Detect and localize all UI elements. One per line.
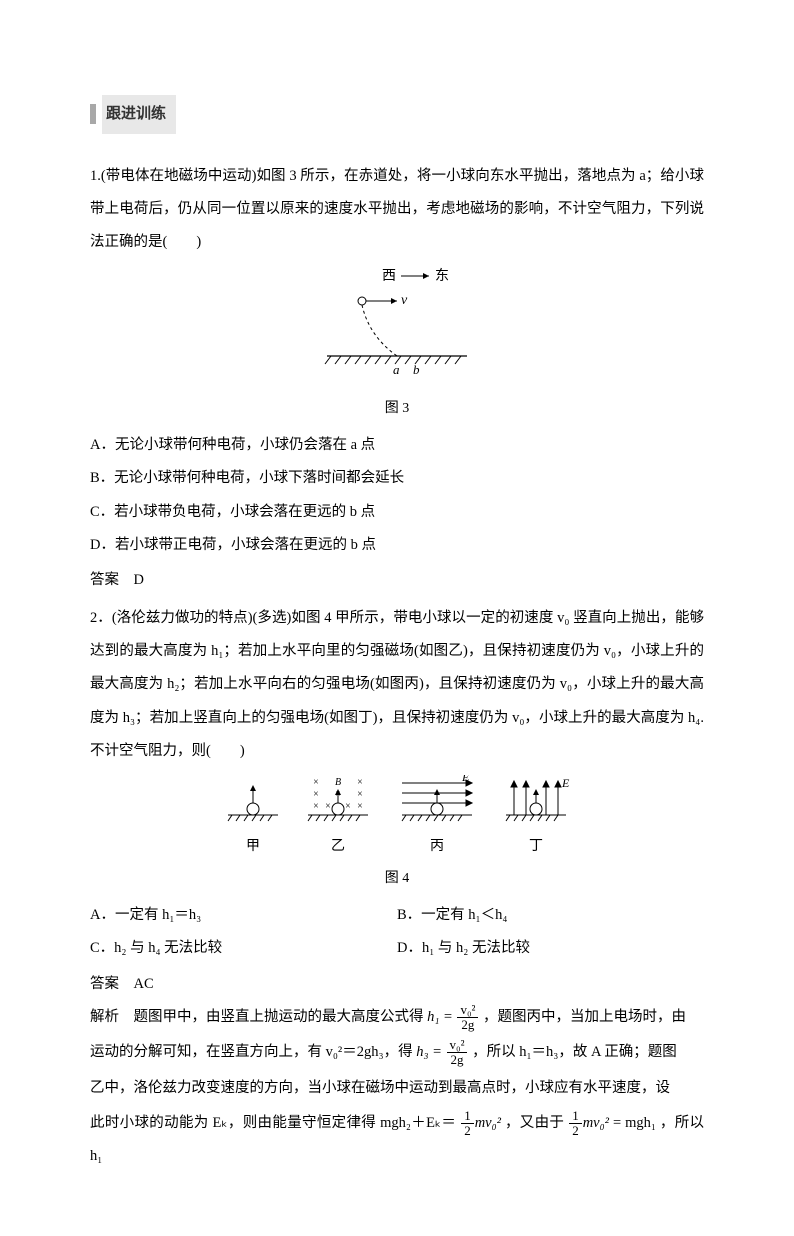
fig4-yi-label: 乙 [302,831,374,863]
figure-4: 甲 ×B× ××× ×××× 乙 [90,775,704,863]
svg-text:×: × [313,801,319,812]
q1-option-a: A．无论小球带何种电荷，小球仍会落在 a 点 [90,429,704,462]
q2-option-b: B．一定有 h₁＜h₄ [397,899,704,932]
west-label: 西 [382,269,396,284]
q1-option-c: C．若小球带负电荷，小球会落在更远的 b 点 [90,496,704,529]
figure-3-svg: 西 东 v a b [307,266,487,376]
q2-option-d: D．h₁ 与 h₂ 无法比较 [397,932,704,965]
fig4-ding-label: 丁 [500,831,572,863]
fig4-ding-svg: E [500,775,572,829]
v-label: v [401,293,408,308]
a-label: a [393,362,400,376]
section-header: 跟进训练 [90,95,704,134]
q2-explanation-line4: 此时小球的动能为 Eₖ，则由能量守恒定律得 mgh₂＋Eₖ＝ 1 2 mv₀² … [90,1107,704,1174]
figure-4-label: 图 4 [90,863,704,895]
q1-stem: 1.(带电体在地磁场中运动)如图 3 所示，在赤道处，将一小球向东水平抛出，落地… [90,160,704,260]
q2-answer: 答案 AC [90,968,704,1001]
frac-v02-2g-1: v₀² 2g [457,1003,478,1033]
svg-text:B: B [335,777,341,788]
frac-v02-2g-2: v₀² 2g [447,1038,468,1068]
svg-text:×: × [313,789,319,800]
fig4-jia-label: 甲 [222,831,284,863]
fig4-ding-E: E [561,776,570,790]
expl-p1b: ，题图丙中，当加上电场时，由 [483,1009,686,1025]
q2-option-c: C．h₂ 与 h₄ 无法比较 [90,932,397,965]
b-label: b [413,362,420,376]
svg-text:×: × [313,777,319,788]
frac-half-1: 1 2 [461,1109,474,1139]
fig4-bing-E: E [461,775,470,784]
expl-p2a: 运动的分解可知，在竖直方向上，有 v₀²＝2gh₃，得 [90,1044,413,1060]
expl-p2b: ，所以 h₁＝h₃，故 A 正确；题图 [472,1044,677,1060]
q2-options: A．一定有 h₁＝h₃ B．一定有 h₁＜h₄ C．h₂ 与 h₄ 无法比较 D… [90,899,704,966]
figure-3: 西 东 v a b [90,266,704,389]
h1-eq: h₁ = [427,1009,453,1025]
q1-answer: 答案 D [90,564,704,597]
fig4-bing-label: 丙 [392,831,482,863]
fig4-yi-svg: ×B× ××× ×××× [302,775,374,829]
q2-explanation-line1: 解析 题图甲中，由竖直上抛运动的最大高度公式得 h₁ = v₀² 2g ，题图丙… [90,1001,704,1034]
east-label: 东 [435,268,449,284]
fig4-bing-svg: E [392,775,482,829]
q2-explanation-line3: 乙中，洛伦兹力改变速度的方向，当小球在磁场中运动到最高点时，小球应有水平速度，设 [90,1072,704,1105]
q2-option-a: A．一定有 h₁＝h₃ [90,899,397,932]
q2-stem: 2．(洛伦兹力做功的特点)(多选)如图 4 甲所示，带电小球以一定的初速度 v₀… [90,602,704,769]
q2-explanation-line2: 运动的分解可知，在竖直方向上，有 v₀²＝2gh₃，得 h₃ = v₀² 2g … [90,1036,704,1069]
section-bar [90,104,96,124]
q1-option-d: D．若小球带正电荷，小球会落在更远的 b 点 [90,529,704,562]
section-title: 跟进训练 [102,95,176,134]
expl-p1a: 解析 题图甲中，由竖直上抛运动的最大高度公式得 [90,1009,424,1025]
svg-text:×: × [357,789,363,800]
figure-3-label: 图 3 [90,393,704,425]
svg-text:×: × [325,801,331,812]
h3-eq: h₃ = [416,1044,442,1060]
q1-option-b: B．无论小球带何种电荷，小球下落时间都会延长 [90,462,704,495]
svg-text:×: × [357,801,363,812]
fig4-jia-svg [222,775,284,829]
svg-text:×: × [357,777,363,788]
svg-text:×: × [345,801,351,812]
frac-half-2: 1 2 [569,1109,582,1139]
